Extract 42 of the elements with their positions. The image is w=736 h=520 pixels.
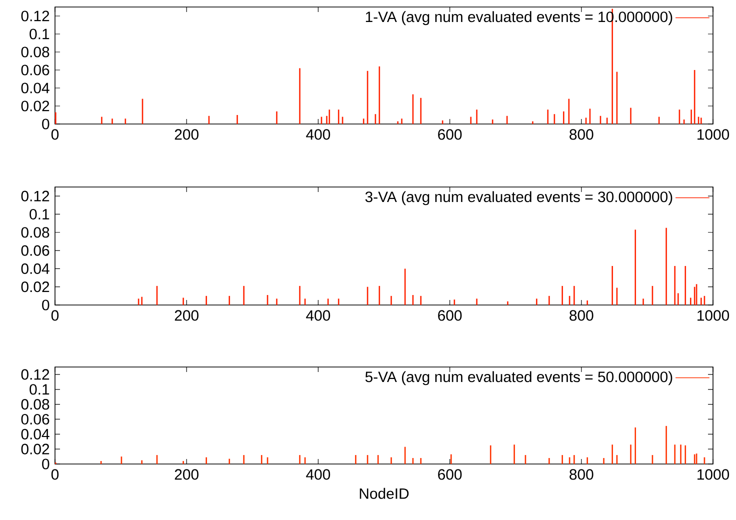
x-tick-label: 0 <box>51 310 59 321</box>
x-tick-label: 200 <box>174 129 198 140</box>
x-tick-label: 400 <box>306 310 330 321</box>
x-axis-title: NodeID <box>360 488 409 499</box>
x-tick-label: 800 <box>570 310 594 321</box>
y-tick-label: 0 <box>42 300 50 310</box>
y-tick-label: 0.1 <box>30 28 50 40</box>
x-tick-label: 800 <box>570 469 594 480</box>
y-tick-label: 0.08 <box>21 227 50 238</box>
x-tick-label: 600 <box>438 310 462 321</box>
x-tick-label: 0 <box>51 469 59 480</box>
y-tick-label: 0.08 <box>21 46 50 58</box>
y-tick-label: 0.12 <box>21 10 50 22</box>
x-tick-label: 1000 <box>698 469 730 480</box>
x-tick-label: 0 <box>51 129 59 140</box>
y-tick-label: 0.06 <box>21 64 50 76</box>
legend-label: 5-VA (avg num evaluated events = 50.000000) <box>365 371 672 386</box>
y-tick-label: 0.02 <box>21 444 50 454</box>
x-tick-label: 400 <box>306 469 330 480</box>
y-tick-label: 0.1 <box>30 208 50 220</box>
x-tick-label: 600 <box>438 469 462 480</box>
y-tick-label: 0.1 <box>30 384 50 395</box>
y-tick-label: 0 <box>42 118 50 130</box>
legend-label: 3-VA (avg num evaluated events = 30.000000) <box>365 191 672 206</box>
x-tick-label: 200 <box>174 310 198 321</box>
y-tick-label: 0.06 <box>21 245 50 256</box>
y-tick-label: 0.08 <box>21 399 50 410</box>
y-tick-label: 0.02 <box>21 100 50 112</box>
x-tick-label: 600 <box>438 129 462 140</box>
y-tick-label: 0.12 <box>21 190 50 202</box>
y-tick-label: 0.04 <box>21 82 50 94</box>
x-tick-label: 800 <box>570 129 594 140</box>
y-tick-label: 0.02 <box>21 282 50 292</box>
y-tick-label: 0.12 <box>21 369 50 380</box>
y-tick-label: 0.06 <box>21 414 50 425</box>
y-tick-label: 0.04 <box>21 428 50 440</box>
x-tick-label: 1000 <box>698 310 730 321</box>
x-tick-label: 200 <box>174 469 198 480</box>
y-tick-label: 0.04 <box>21 263 50 274</box>
x-tick-label: 400 <box>306 129 330 140</box>
y-tick-label: 0 <box>42 458 50 470</box>
x-tick-label: 1000 <box>698 129 730 140</box>
